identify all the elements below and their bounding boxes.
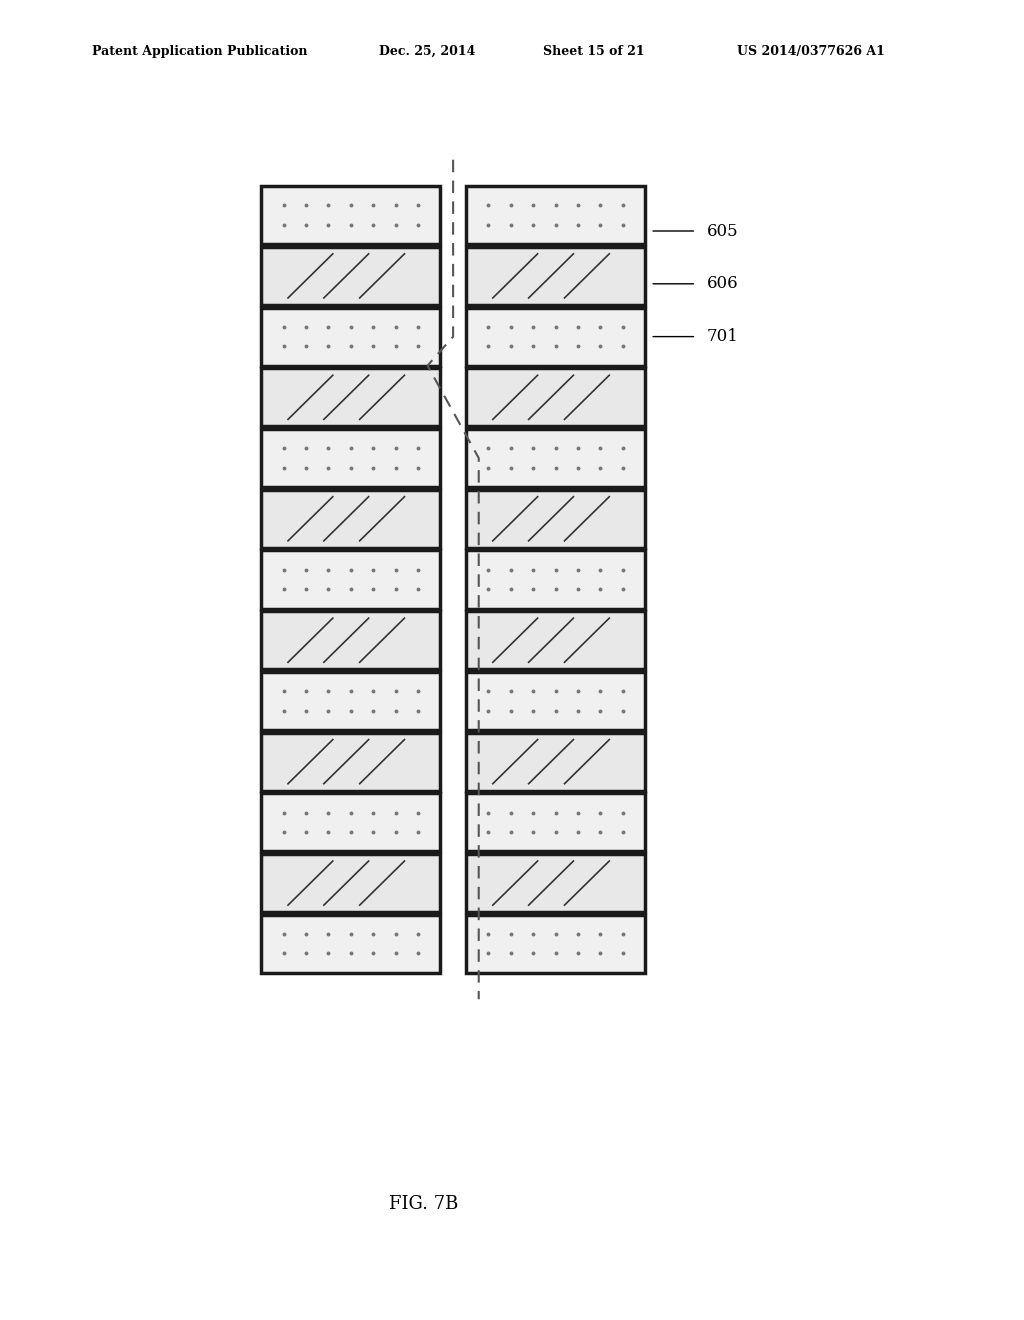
Bar <box>261 672 440 730</box>
Text: 606: 606 <box>707 276 738 292</box>
Bar <box>261 308 440 366</box>
Bar <box>466 368 645 426</box>
Bar <box>261 368 440 426</box>
Bar <box>466 915 645 973</box>
Bar <box>261 247 440 305</box>
Text: Patent Application Publication: Patent Application Publication <box>92 45 307 58</box>
Bar <box>466 429 645 487</box>
Bar <box>466 854 645 912</box>
Text: US 2014/0377626 A1: US 2014/0377626 A1 <box>737 45 885 58</box>
Bar <box>466 186 645 244</box>
Text: Sheet 15 of 21: Sheet 15 of 21 <box>543 45 644 58</box>
Text: 605: 605 <box>707 223 738 239</box>
Bar <box>261 611 440 669</box>
Bar <box>466 672 645 730</box>
Text: FIG. 7B: FIG. 7B <box>389 1195 459 1213</box>
Bar <box>466 611 645 669</box>
Bar <box>466 733 645 791</box>
Bar <box>261 854 440 912</box>
Bar <box>261 915 440 973</box>
Bar <box>466 247 645 305</box>
Bar <box>466 550 645 609</box>
Text: 701: 701 <box>707 329 738 345</box>
Bar <box>261 186 440 244</box>
Bar <box>261 429 440 487</box>
Bar <box>466 490 645 548</box>
Bar <box>466 308 645 366</box>
Text: Dec. 25, 2014: Dec. 25, 2014 <box>379 45 475 58</box>
Bar <box>261 490 440 548</box>
Bar <box>466 793 645 851</box>
Bar <box>261 793 440 851</box>
Bar <box>261 733 440 791</box>
Bar <box>261 550 440 609</box>
